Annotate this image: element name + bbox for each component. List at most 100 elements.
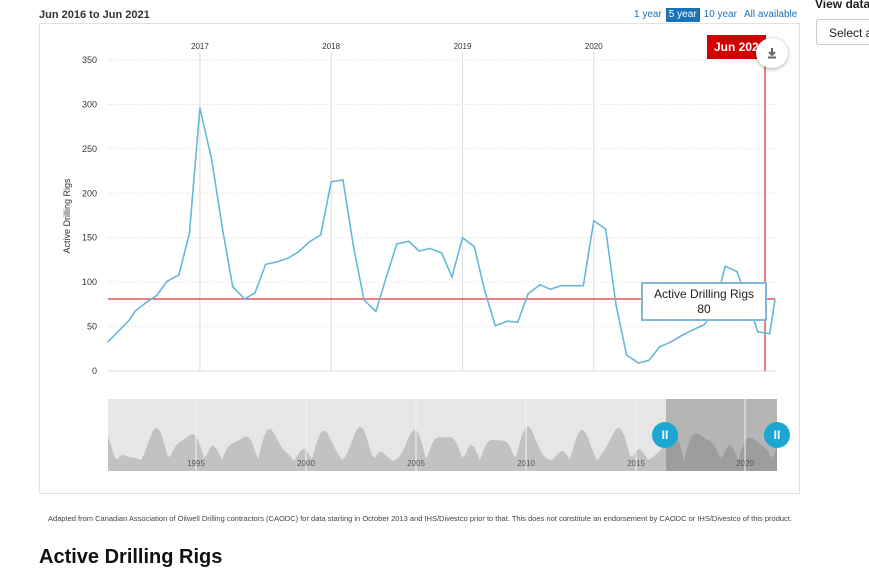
data-point xyxy=(385,276,388,278)
data-point xyxy=(264,263,267,266)
data-point xyxy=(134,309,137,312)
data-point xyxy=(484,290,486,292)
data-point xyxy=(658,346,661,348)
data-point xyxy=(774,299,776,301)
data-point xyxy=(210,158,213,161)
data-point xyxy=(593,220,595,222)
navigator-right-handle[interactable]: II xyxy=(764,422,790,448)
data-point xyxy=(231,285,234,288)
navigator-selected-window xyxy=(666,399,777,471)
data-point xyxy=(461,236,464,239)
data-point xyxy=(604,228,607,230)
navigator-tick-label: 2005 xyxy=(407,459,425,468)
navigator-tick-label: 2020 xyxy=(736,459,754,468)
date-range-label: Jun 2016 to Jun 2021 xyxy=(39,9,150,21)
value-tooltip: Active Drilling Rigs 80 xyxy=(641,282,767,321)
export-button[interactable] xyxy=(756,38,788,68)
data-point xyxy=(757,331,759,333)
navigator-series-area xyxy=(108,426,777,471)
navigator-ticks: 1995 2000 2005 2010 2015 2020 xyxy=(187,399,754,471)
data-point xyxy=(648,359,650,362)
range-5-year-button[interactable]: 5 year xyxy=(665,8,700,22)
x-tick-label: 2020 xyxy=(585,42,603,51)
data-point xyxy=(396,243,398,245)
range-end: Jun 2021 xyxy=(102,9,150,21)
data-point xyxy=(407,240,410,243)
data-point xyxy=(254,292,256,294)
data-point xyxy=(703,323,705,326)
data-point xyxy=(155,294,158,297)
data-point xyxy=(221,226,224,228)
data-point xyxy=(560,284,562,287)
range-all-button[interactable]: All available xyxy=(743,9,798,20)
data-point xyxy=(319,234,322,236)
data-point xyxy=(680,334,683,337)
data-point xyxy=(494,324,497,327)
data-point xyxy=(516,321,519,323)
data-point xyxy=(506,320,508,323)
data-points xyxy=(107,107,776,364)
data-point xyxy=(473,245,476,248)
data-point xyxy=(363,299,365,301)
range-sep: to xyxy=(89,9,100,21)
range-start: Jun 2016 xyxy=(39,9,87,21)
data-point xyxy=(625,354,628,356)
data-point xyxy=(188,232,191,235)
data-point xyxy=(352,245,355,248)
x-axis: 2017 2018 2019 2020 xyxy=(191,42,603,51)
chart-panel xyxy=(39,23,800,494)
line-chart: 0 50 100 150 200 250 300 350 2017 2018 2019 2020 A… xyxy=(62,42,777,471)
y-axis: 0 50 100 150 200 250 300 350 xyxy=(82,55,97,376)
data-point xyxy=(440,252,443,254)
download-icon xyxy=(768,48,776,59)
data-point xyxy=(297,251,300,253)
data-point xyxy=(724,265,726,267)
data-point xyxy=(539,284,541,286)
data-point xyxy=(615,304,617,307)
data-point xyxy=(166,280,168,283)
data-point xyxy=(527,292,529,295)
data-point xyxy=(571,284,574,287)
y-tick-label: 150 xyxy=(82,233,97,243)
data-point xyxy=(309,240,312,243)
data-point xyxy=(178,274,180,276)
data-point xyxy=(145,301,147,304)
data-point xyxy=(199,107,201,109)
y-tick-label: 0 xyxy=(92,366,97,376)
data-point xyxy=(691,329,694,331)
source-footnote: Adapted from Canadian Association of Oil… xyxy=(48,514,792,523)
y-tick-label: 200 xyxy=(82,188,97,198)
data-point xyxy=(418,250,420,252)
data-point xyxy=(342,179,344,181)
navigator-tick-label: 2015 xyxy=(627,459,645,468)
range-1-year-button[interactable]: 1 year xyxy=(634,9,662,20)
data-point xyxy=(276,260,279,263)
data-point xyxy=(107,340,109,343)
series-line xyxy=(107,107,776,364)
view-data-heading: View data xyxy=(815,0,869,11)
data-point xyxy=(375,310,377,313)
chart-grid xyxy=(108,52,775,372)
data-point xyxy=(736,270,738,273)
data-point xyxy=(287,257,289,259)
range-10-year-button[interactable]: 10 year xyxy=(703,9,737,20)
x-tick-label: 2017 xyxy=(191,42,209,51)
tooltip-value: 80 xyxy=(697,302,711,316)
data-point xyxy=(330,180,333,183)
y-tick-label: 250 xyxy=(82,144,97,154)
data-point xyxy=(549,288,552,291)
y-tick-label: 100 xyxy=(82,277,97,287)
x-tick-label: 2018 xyxy=(322,42,340,51)
x-tick-label: 2019 xyxy=(454,42,472,51)
data-point xyxy=(768,332,771,335)
view-data-select[interactable]: Select a xyxy=(816,19,869,45)
range-selector: 1 year 5 year 10 year All available xyxy=(631,8,801,22)
y-tick-label: 50 xyxy=(87,322,97,332)
navigator-tick-label: 2010 xyxy=(517,459,535,468)
navigator-left-handle[interactable]: II xyxy=(652,422,678,448)
data-point xyxy=(428,247,431,250)
y-tick-label: 350 xyxy=(82,55,97,65)
navigator-tick-label: 2000 xyxy=(297,459,315,468)
data-point xyxy=(637,362,640,364)
navigator-tick-label: 1995 xyxy=(187,459,205,468)
